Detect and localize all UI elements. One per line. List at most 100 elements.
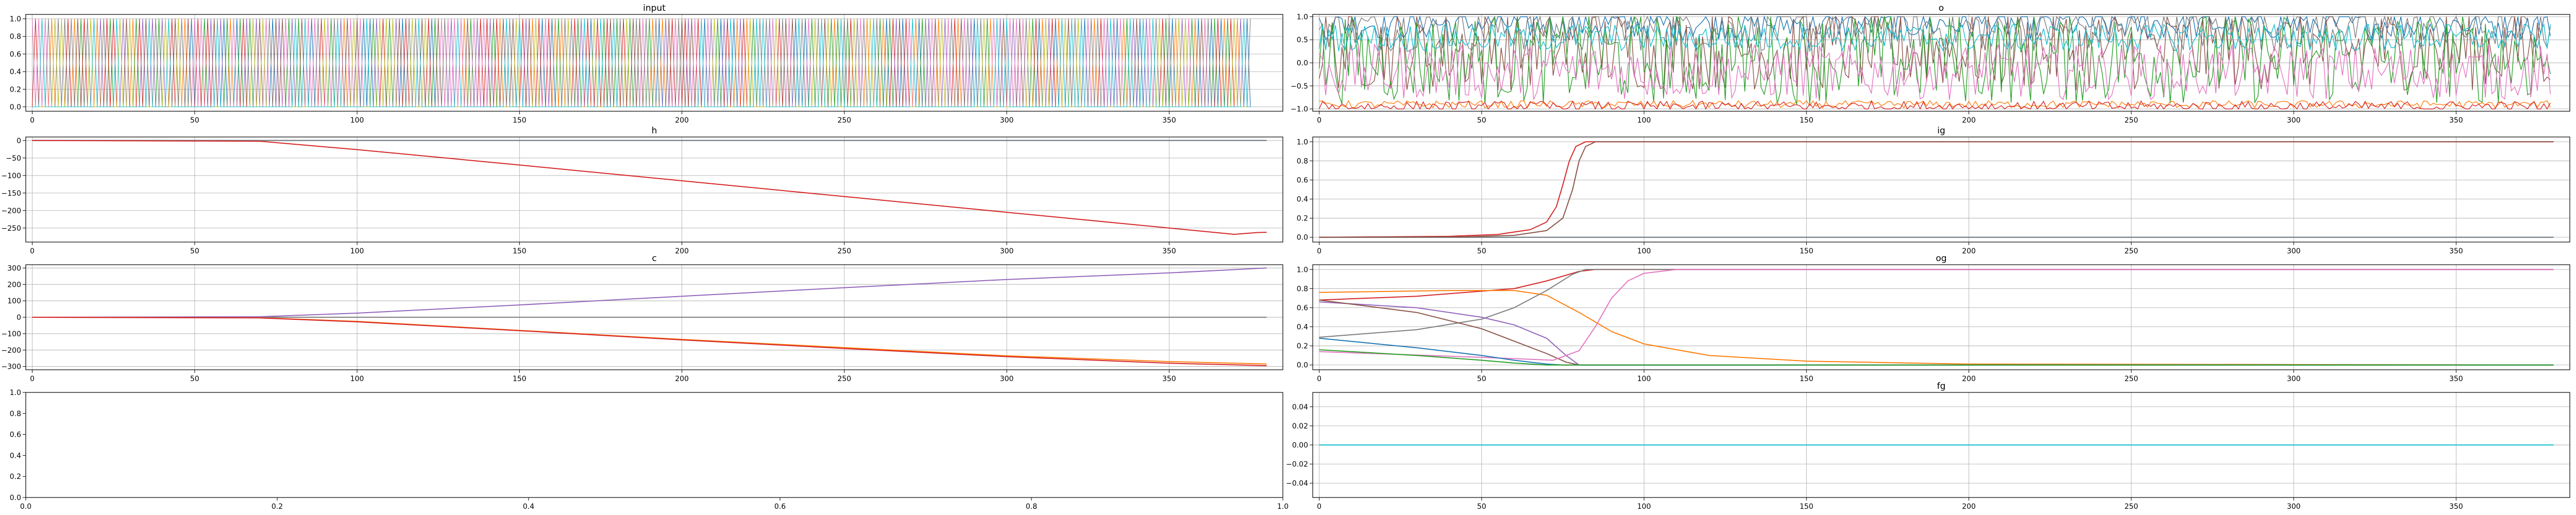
x-tick-label: 0	[1317, 247, 1321, 255]
series-line	[1319, 269, 2554, 301]
y-tick-label: 0.8	[10, 33, 21, 41]
x-tick-label: 200	[1962, 247, 1976, 255]
x-tick-label: 350	[1162, 116, 1176, 125]
x-tick-label: 0	[30, 247, 35, 255]
series-line	[32, 19, 1250, 108]
y-tick-label: 0.6	[10, 431, 21, 439]
x-tick-label: 150	[1800, 375, 1814, 383]
y-tick-label: −1.0	[1291, 106, 1308, 114]
y-tick-label: 0.00	[1292, 441, 1308, 450]
panel-title: fg	[1937, 381, 1946, 391]
series-line	[1318, 43, 2551, 100]
x-tick-label: 200	[675, 247, 689, 255]
series-line	[1318, 22, 2551, 53]
x-tick-label: 0	[30, 375, 35, 383]
series-line	[1319, 269, 2554, 338]
x-tick-label: 350	[2449, 503, 2463, 511]
x-tick-label: 150	[1800, 116, 1814, 125]
y-tick-label: 1.0	[10, 15, 21, 24]
x-tick-label: 300	[1000, 375, 1014, 383]
x-tick-label: 300	[1000, 247, 1014, 255]
y-tick-label: 0	[16, 314, 21, 322]
series-line	[1318, 15, 2551, 91]
series-line	[1319, 100, 2551, 109]
y-tick-label: 0.4	[10, 452, 21, 460]
x-tick-label: 250	[837, 116, 851, 125]
y-tick-label: 0.04	[1292, 403, 1308, 411]
x-tick-label: 0	[1317, 116, 1321, 125]
series-line	[1319, 290, 2554, 366]
series-line	[1319, 301, 2554, 366]
series-line	[1318, 16, 2551, 105]
series-group	[1319, 141, 2554, 238]
series-group	[1319, 269, 2554, 366]
y-tick-label: −200	[2, 347, 21, 355]
panel-title: og	[1936, 253, 1946, 264]
axes-frame	[1312, 264, 2570, 370]
x-tick-label: 100	[1637, 375, 1651, 383]
x-tick-label: 100	[1637, 247, 1651, 255]
y-tick-label: 0.6	[1297, 304, 1308, 312]
y-tick-label: 0.6	[10, 50, 21, 59]
x-tick-label: 1.0	[1277, 503, 1289, 511]
x-tick-label: 100	[1637, 116, 1651, 125]
y-tick-label: −250	[2, 225, 21, 233]
y-tick-label: 0.2	[1297, 342, 1308, 351]
y-tick-label: 0	[16, 137, 21, 145]
x-tick-label: 100	[350, 247, 364, 255]
series-line	[32, 267, 1267, 318]
y-tick-label: 0.02	[1292, 422, 1308, 431]
series-line	[1318, 100, 2551, 110]
axes-frame	[25, 392, 1283, 498]
y-tick-label: 0.0	[1297, 234, 1308, 242]
x-tick-label: 50	[1477, 116, 1486, 125]
panel-o: 0 50 100 150 200 250 300 350 −1.0 −0.5 0.0 0.5 1.0 o	[1291, 3, 2570, 125]
x-tick-label: 350	[2449, 375, 2463, 383]
series-line	[32, 317, 1267, 365]
x-tick-label: 300	[2287, 247, 2301, 255]
x-tick-label: 300	[2287, 503, 2301, 511]
y-tick-label: −50	[6, 154, 21, 163]
x-tick-label: 150	[513, 116, 527, 125]
y-tick-label: 1.0	[1297, 13, 1308, 21]
x-tick-label: 0.2	[272, 503, 283, 511]
panel-og: 0 50 100 150 200 250 300 350 0.0 0.2 0.4 0.6 0.8 1.0 o…	[1297, 253, 2570, 383]
x-tick-label: 100	[350, 116, 364, 125]
x-tick-label: 350	[2449, 116, 2463, 125]
panel-title: h	[652, 126, 657, 136]
x-tick-label: 50	[190, 247, 199, 255]
y-tick-label: 1.0	[1297, 138, 1308, 146]
series-line	[1319, 141, 2554, 238]
series-line	[1319, 349, 2554, 366]
y-tick-label: 0.4	[1297, 323, 1308, 332]
x-tick-label: 250	[2124, 116, 2138, 125]
x-tick-label: 150	[1800, 247, 1814, 255]
y-tick-label: −0.5	[1291, 82, 1308, 91]
y-tick-label: 300	[7, 264, 21, 272]
x-tick-label: 250	[837, 375, 851, 383]
y-tick-label: −300	[2, 363, 21, 371]
y-tick-label: 0.4	[1297, 196, 1308, 204]
y-tick-label: 1.0	[10, 389, 21, 397]
x-tick-label: 250	[2124, 247, 2138, 255]
series-line	[1319, 141, 2554, 238]
x-tick-label: 250	[837, 247, 851, 255]
series-line	[1318, 15, 2551, 52]
panel-title: ig	[1937, 126, 1945, 136]
x-tick-label: 0.0	[20, 503, 31, 511]
series-group	[32, 267, 1267, 366]
y-tick-label: 0.8	[10, 410, 21, 418]
x-tick-label: 200	[1962, 375, 1976, 383]
series-line	[1319, 299, 2554, 366]
x-tick-label: 50	[1477, 375, 1486, 383]
y-tick-label: −0.02	[1286, 460, 1308, 469]
y-tick-label: −100	[2, 172, 21, 180]
y-tick-label: 0.8	[1297, 285, 1308, 293]
y-tick-label: 0.2	[10, 85, 21, 94]
series-group	[1318, 15, 2551, 110]
x-tick-label: 300	[2287, 116, 2301, 125]
x-tick-label: 0.6	[774, 503, 786, 511]
panel-ig: 0 50 100 150 200 250 300 350 0.0 0.2 0.4 0.6 0.8 1.0 i…	[1297, 126, 2570, 255]
x-tick-label: 200	[1962, 116, 1976, 125]
